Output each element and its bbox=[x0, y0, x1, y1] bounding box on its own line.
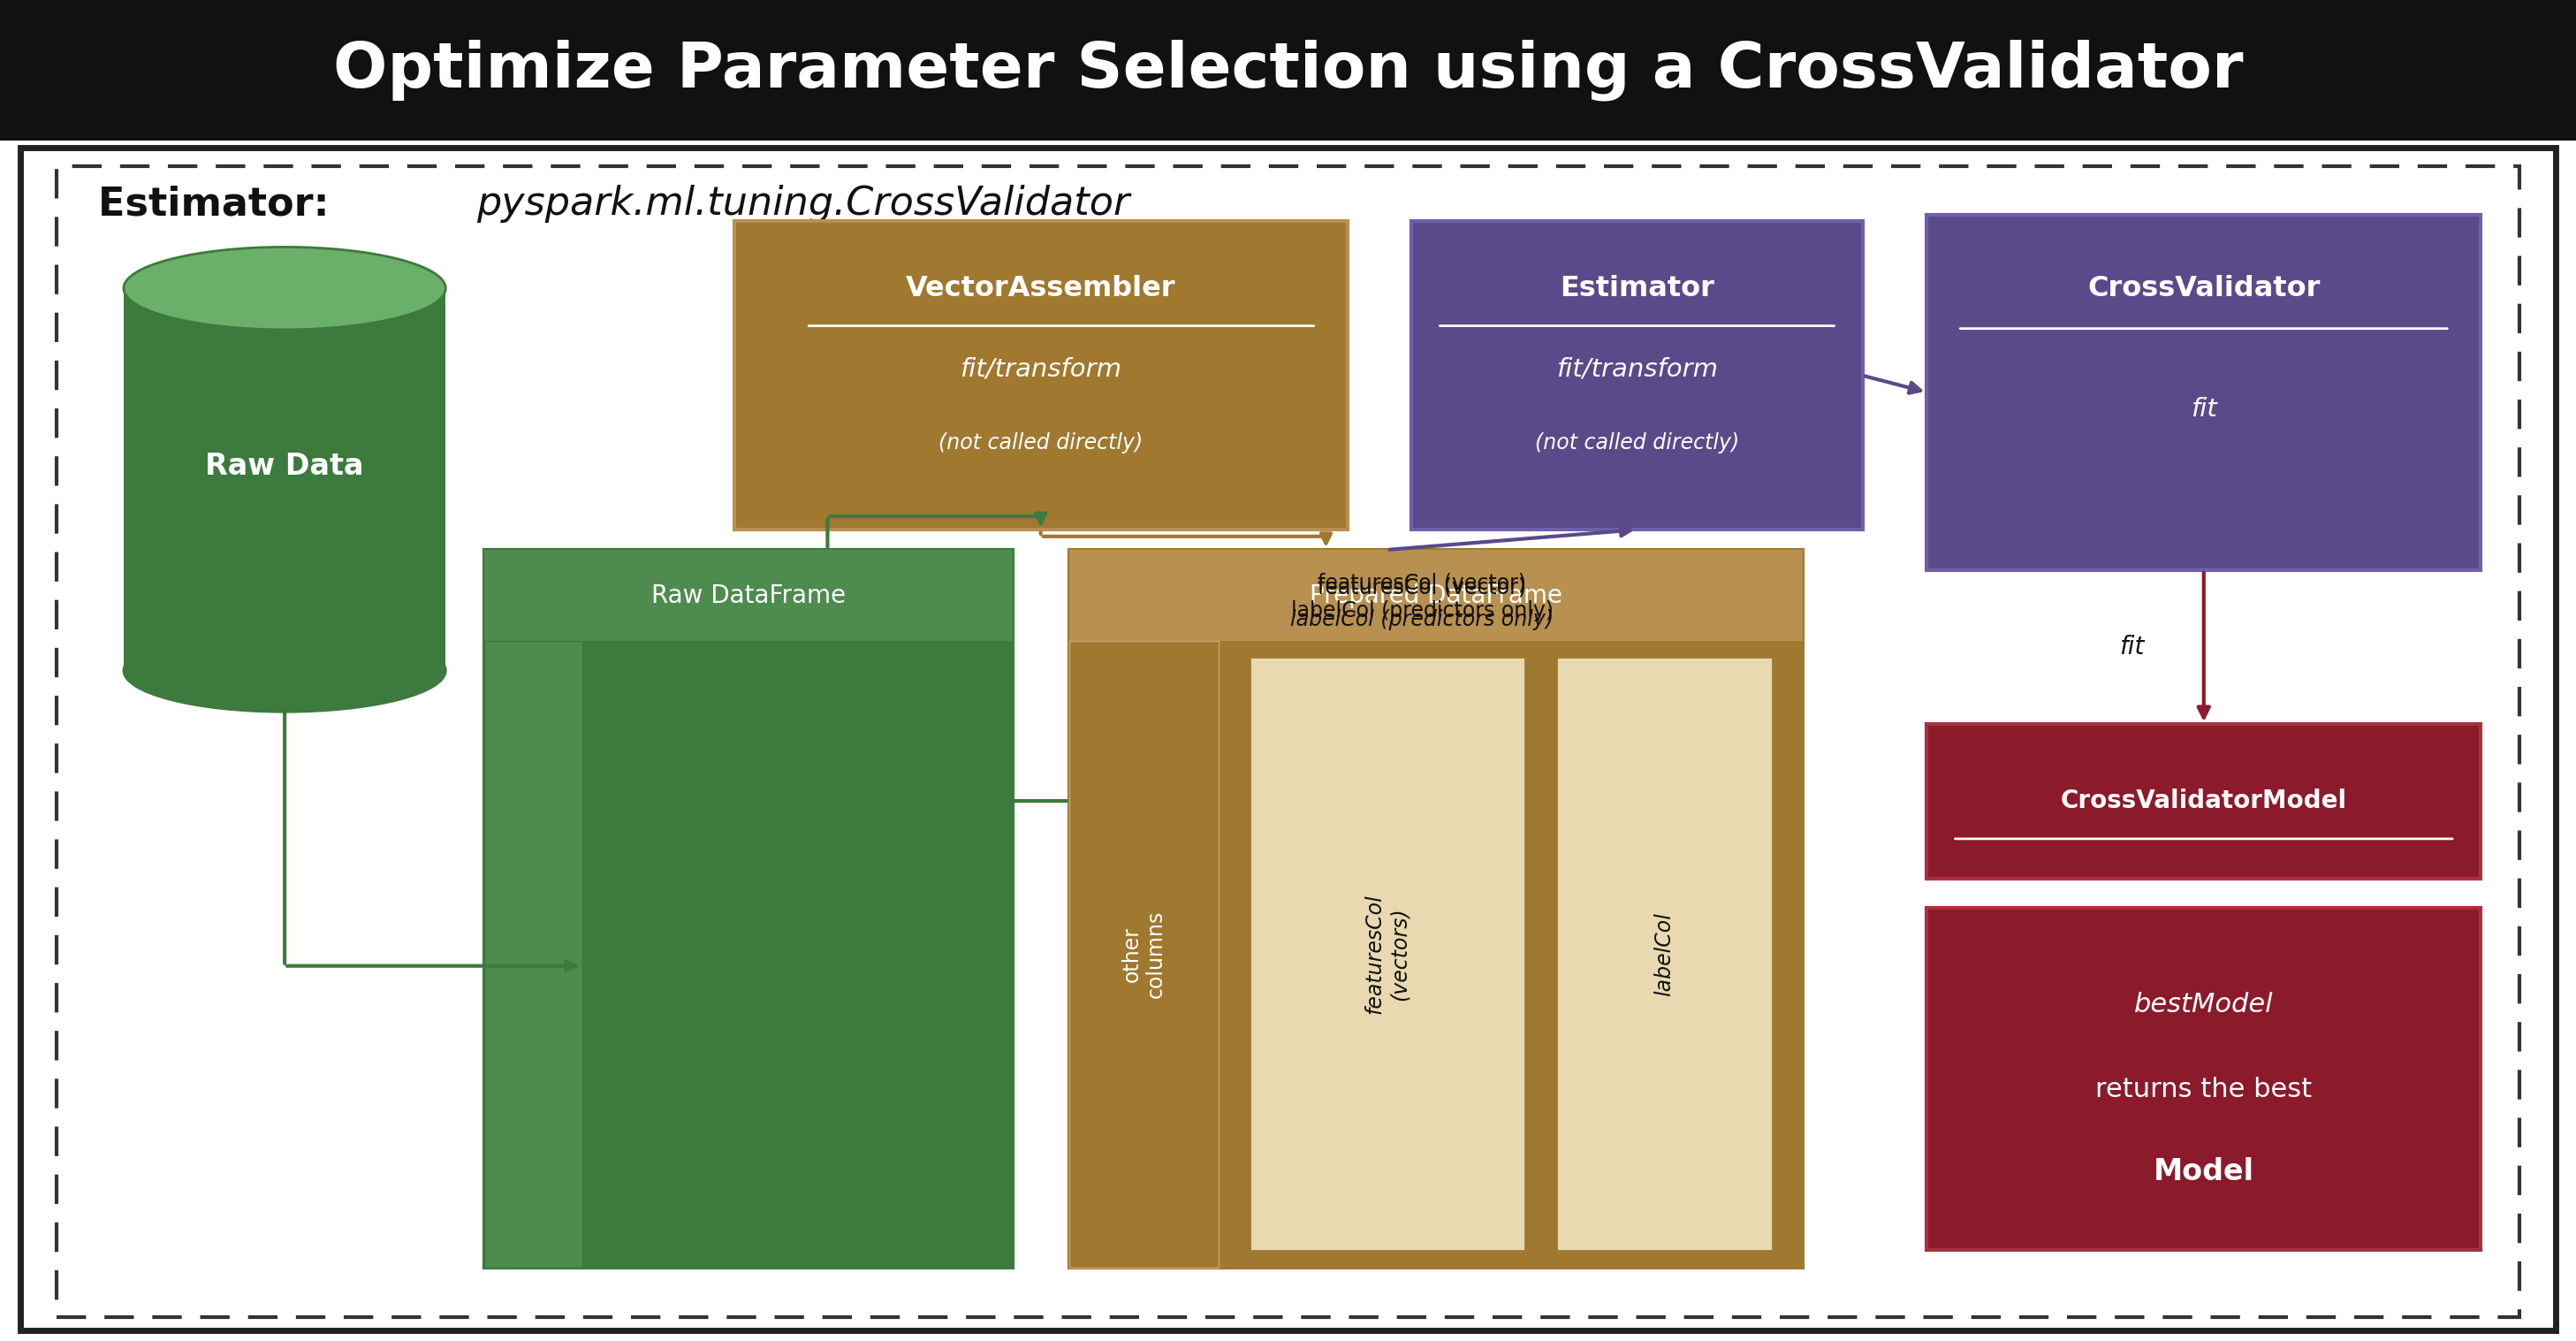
FancyBboxPatch shape bbox=[1927, 215, 2481, 570]
FancyBboxPatch shape bbox=[1249, 657, 1525, 1251]
Ellipse shape bbox=[124, 629, 446, 712]
Text: fit/transform: fit/transform bbox=[1556, 357, 1718, 381]
Text: Optimize Parameter Selection using a CrossValidator: Optimize Parameter Selection using a Cro… bbox=[332, 39, 2244, 101]
Text: other
columns: other columns bbox=[1121, 911, 1167, 998]
Text: (not called directly): (not called directly) bbox=[938, 432, 1144, 453]
FancyBboxPatch shape bbox=[124, 288, 446, 670]
Text: bestModel: bestModel bbox=[2133, 991, 2275, 1018]
FancyBboxPatch shape bbox=[1069, 641, 1218, 1267]
FancyBboxPatch shape bbox=[0, 0, 2576, 141]
Text: fit/transform: fit/transform bbox=[961, 357, 1121, 381]
FancyBboxPatch shape bbox=[1069, 550, 1803, 1267]
Text: Estimator: Estimator bbox=[1561, 275, 1713, 302]
FancyBboxPatch shape bbox=[484, 550, 1012, 641]
Text: Raw Data: Raw Data bbox=[206, 452, 363, 480]
Text: fit: fit bbox=[2190, 397, 2218, 421]
Ellipse shape bbox=[124, 247, 446, 330]
Text: Prepared DataFrame: Prepared DataFrame bbox=[1309, 583, 1564, 607]
Text: labelCol: labelCol bbox=[1654, 912, 1674, 996]
Text: featuresCol
(vectors): featuresCol (vectors) bbox=[1365, 894, 1409, 1014]
Text: fit: fit bbox=[2120, 634, 2143, 660]
FancyBboxPatch shape bbox=[734, 221, 1347, 530]
Text: (not called directly): (not called directly) bbox=[1535, 432, 1739, 453]
Text: Raw DataFrame: Raw DataFrame bbox=[652, 583, 845, 607]
FancyBboxPatch shape bbox=[1556, 657, 1772, 1251]
Text: CrossValidator: CrossValidator bbox=[2087, 275, 2321, 302]
Text: Model: Model bbox=[2154, 1157, 2254, 1187]
FancyBboxPatch shape bbox=[1069, 550, 1803, 641]
Text: featuresCol (vector)
labelCol (predictors only): featuresCol (vector) labelCol (predictor… bbox=[1291, 573, 1553, 621]
FancyBboxPatch shape bbox=[1927, 724, 2481, 878]
Text: Estimator:: Estimator: bbox=[98, 185, 343, 223]
Text: returns the best: returns the best bbox=[2094, 1077, 2313, 1102]
Text: pyspark.ml.tuning.CrossValidator: pyspark.ml.tuning.CrossValidator bbox=[477, 185, 1131, 223]
FancyBboxPatch shape bbox=[484, 641, 582, 1267]
Text: featuresCol (vector): featuresCol (vector) bbox=[1319, 577, 1525, 598]
Text: CrossValidatorModel: CrossValidatorModel bbox=[2061, 789, 2347, 814]
FancyBboxPatch shape bbox=[484, 550, 1012, 1267]
Text: labelCol (predictors only): labelCol (predictors only) bbox=[1291, 609, 1553, 630]
FancyBboxPatch shape bbox=[1412, 221, 1862, 530]
FancyBboxPatch shape bbox=[1927, 908, 2481, 1250]
Text: VectorAssembler: VectorAssembler bbox=[907, 275, 1175, 302]
